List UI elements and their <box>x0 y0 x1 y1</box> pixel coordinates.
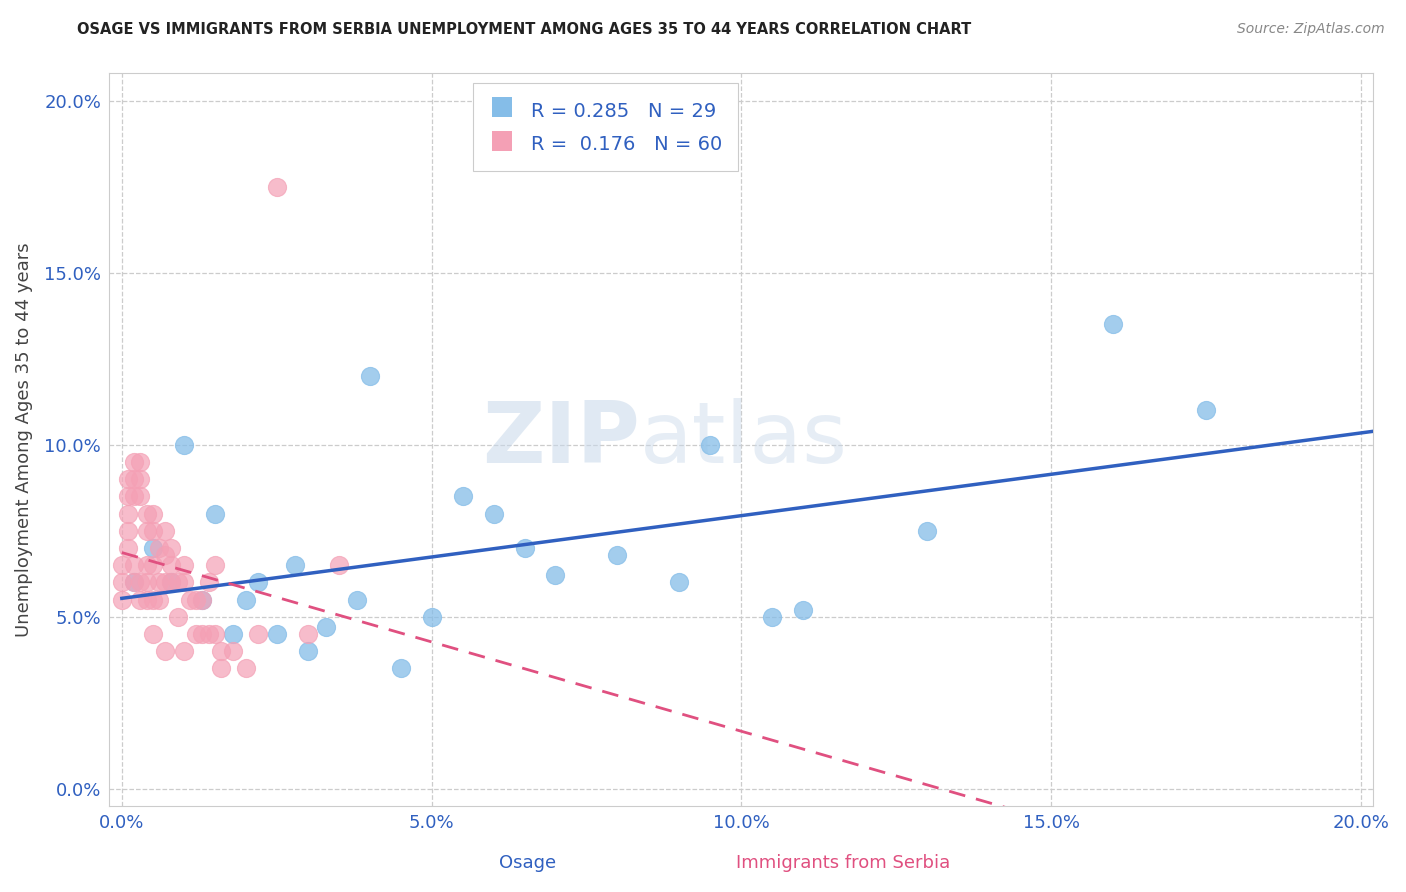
Point <box>420 609 443 624</box>
Point <box>222 644 245 658</box>
Point <box>142 524 165 538</box>
Point <box>247 575 270 590</box>
Point <box>359 368 381 383</box>
Text: Osage: Osage <box>499 855 555 872</box>
Point <box>129 575 152 590</box>
Point <box>117 472 139 486</box>
Point <box>173 558 195 573</box>
Point <box>1195 403 1218 417</box>
Point <box>266 179 288 194</box>
Point <box>328 558 350 573</box>
Point <box>153 524 176 538</box>
Point <box>204 627 226 641</box>
Point <box>117 507 139 521</box>
Text: ZIP: ZIP <box>482 398 640 481</box>
Point <box>111 592 134 607</box>
Point <box>186 592 208 607</box>
Point <box>173 575 195 590</box>
Point <box>129 592 152 607</box>
Point <box>792 603 814 617</box>
Text: OSAGE VS IMMIGRANTS FROM SERBIA UNEMPLOYMENT AMONG AGES 35 TO 44 YEARS CORRELATI: OSAGE VS IMMIGRANTS FROM SERBIA UNEMPLOY… <box>77 22 972 37</box>
Point <box>122 472 145 486</box>
Point <box>297 627 319 641</box>
Point <box>166 575 188 590</box>
Point <box>122 558 145 573</box>
Point <box>117 541 139 555</box>
Point <box>148 575 170 590</box>
Point <box>160 558 183 573</box>
Point <box>142 507 165 521</box>
Point <box>142 592 165 607</box>
Point <box>135 507 157 521</box>
Point <box>129 472 152 486</box>
Point <box>122 575 145 590</box>
Point <box>1102 317 1125 331</box>
Point <box>197 575 219 590</box>
Point <box>122 489 145 503</box>
Point <box>148 541 170 555</box>
Point <box>915 524 938 538</box>
Point <box>235 592 257 607</box>
Point <box>761 609 783 624</box>
Point <box>191 592 214 607</box>
Legend: R = 0.285   N = 29, R =  0.176   N = 60: R = 0.285 N = 29, R = 0.176 N = 60 <box>472 83 738 171</box>
Text: atlas: atlas <box>640 398 848 481</box>
Point <box>135 524 157 538</box>
Point <box>153 548 176 562</box>
Point <box>699 438 721 452</box>
Point <box>148 592 170 607</box>
Point <box>482 507 505 521</box>
Point <box>451 489 474 503</box>
Point <box>284 558 307 573</box>
Point <box>297 644 319 658</box>
Point <box>191 592 214 607</box>
Point <box>204 507 226 521</box>
Point <box>153 644 176 658</box>
Point <box>173 644 195 658</box>
Point <box>166 609 188 624</box>
Point <box>389 661 412 675</box>
Point <box>222 627 245 641</box>
Point <box>186 627 208 641</box>
Point <box>668 575 690 590</box>
Text: Immigrants from Serbia: Immigrants from Serbia <box>737 855 950 872</box>
Point <box>122 575 145 590</box>
Point <box>204 558 226 573</box>
Point <box>135 558 157 573</box>
Point <box>129 455 152 469</box>
Point <box>209 661 232 675</box>
Point <box>111 558 134 573</box>
Point <box>209 644 232 658</box>
Point <box>197 627 219 641</box>
Point <box>129 489 152 503</box>
Point <box>135 592 157 607</box>
Point <box>513 541 536 555</box>
Point <box>122 455 145 469</box>
Y-axis label: Unemployment Among Ages 35 to 44 years: Unemployment Among Ages 35 to 44 years <box>15 243 32 637</box>
Point <box>235 661 257 675</box>
Point <box>117 524 139 538</box>
Point <box>266 627 288 641</box>
Point <box>173 438 195 452</box>
Point <box>111 575 134 590</box>
Point <box>160 575 183 590</box>
Point <box>142 627 165 641</box>
Point <box>544 568 567 582</box>
Point <box>142 558 165 573</box>
Point <box>191 627 214 641</box>
Point <box>142 541 165 555</box>
Point <box>160 541 183 555</box>
Point <box>247 627 270 641</box>
Point <box>160 575 183 590</box>
Point <box>179 592 201 607</box>
Point <box>315 620 337 634</box>
Point <box>135 575 157 590</box>
Point <box>153 575 176 590</box>
Text: Source: ZipAtlas.com: Source: ZipAtlas.com <box>1237 22 1385 37</box>
Point <box>117 489 139 503</box>
Point <box>346 592 368 607</box>
Point <box>606 548 628 562</box>
